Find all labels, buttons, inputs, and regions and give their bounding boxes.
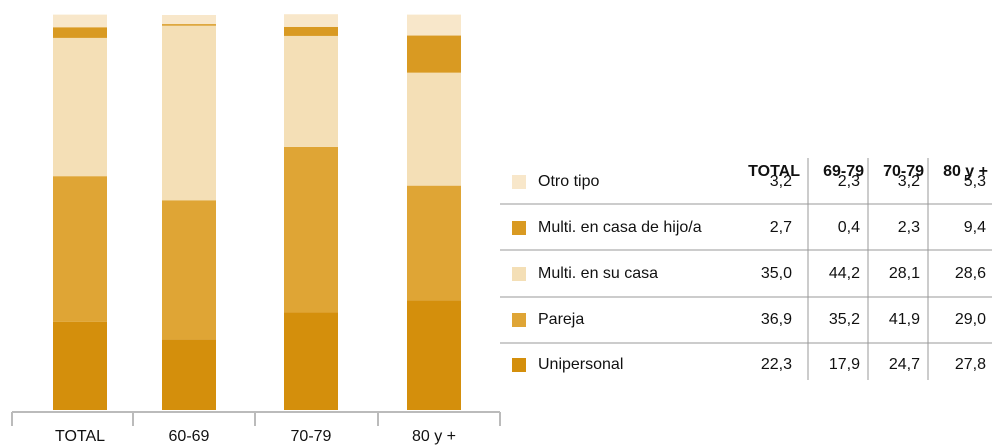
table-value: 44,2 <box>829 265 860 282</box>
x-tick-label: TOTAL <box>55 428 105 445</box>
table-value: 3,2 <box>770 173 792 190</box>
bar-segment <box>162 15 216 25</box>
table-value: 35,0 <box>761 265 792 282</box>
bar-segment <box>284 14 338 27</box>
table-header: 80 y + <box>943 163 988 180</box>
legend-swatch <box>512 175 526 189</box>
bar-segment <box>407 185 461 301</box>
bar-segment <box>407 300 461 410</box>
table-lines <box>500 158 992 380</box>
table-header: 70-79 <box>883 163 924 180</box>
table-value: 27,8 <box>955 356 986 373</box>
table-value: 24,7 <box>889 356 920 373</box>
legend-swatch <box>512 313 526 327</box>
legend-swatch <box>512 221 526 235</box>
bar-segment <box>53 176 107 322</box>
legend-label: Multi. en su casa <box>538 265 658 282</box>
x-tick-label: 60-69 <box>169 428 210 445</box>
bar-segment <box>53 14 107 28</box>
bar-segment <box>284 26 338 36</box>
table-value: 3,2 <box>898 173 920 190</box>
bar-segment <box>407 35 461 73</box>
table-value: 5,3 <box>964 173 986 190</box>
table-value: 22,3 <box>761 356 792 373</box>
table-header: 69-79 <box>823 163 864 180</box>
x-axis <box>11 411 501 426</box>
table-value: 9,4 <box>964 219 986 236</box>
bar-segment <box>53 37 107 177</box>
table-header: TOTAL <box>748 163 800 180</box>
legend-label: Otro tipo <box>538 173 599 190</box>
bar-segment <box>407 72 461 186</box>
bar-segment <box>162 25 216 201</box>
table-value: 0,4 <box>838 219 860 236</box>
table-value: 41,9 <box>889 311 920 328</box>
table-value: 35,2 <box>829 311 860 328</box>
table-value: 29,0 <box>955 311 986 328</box>
bar-segment <box>407 14 461 36</box>
x-tick-label: 70-79 <box>291 428 332 445</box>
x-tick-label: 80 y + <box>412 428 456 445</box>
table-value: 28,1 <box>889 265 920 282</box>
legend-label: Pareja <box>538 311 584 328</box>
bar-segment <box>162 200 216 340</box>
bar-segment <box>162 339 216 410</box>
table-value: 36,9 <box>761 311 792 328</box>
legend-swatch <box>512 358 526 372</box>
table-value: 2,3 <box>898 219 920 236</box>
legend-swatch <box>512 267 526 281</box>
bar-segment <box>284 146 338 313</box>
legend-label: Multi. en casa de hijo/a <box>538 219 702 236</box>
bar-segment <box>162 24 216 26</box>
legend-label: Unipersonal <box>538 356 623 373</box>
table-value: 28,6 <box>955 265 986 282</box>
table-value: 2,3 <box>838 173 860 190</box>
bar-segment <box>284 35 338 147</box>
bar-segment <box>284 312 338 410</box>
table-value: 2,7 <box>770 219 792 236</box>
bar-segment <box>53 27 107 38</box>
table-value: 17,9 <box>829 356 860 373</box>
bar-segment <box>53 321 107 410</box>
